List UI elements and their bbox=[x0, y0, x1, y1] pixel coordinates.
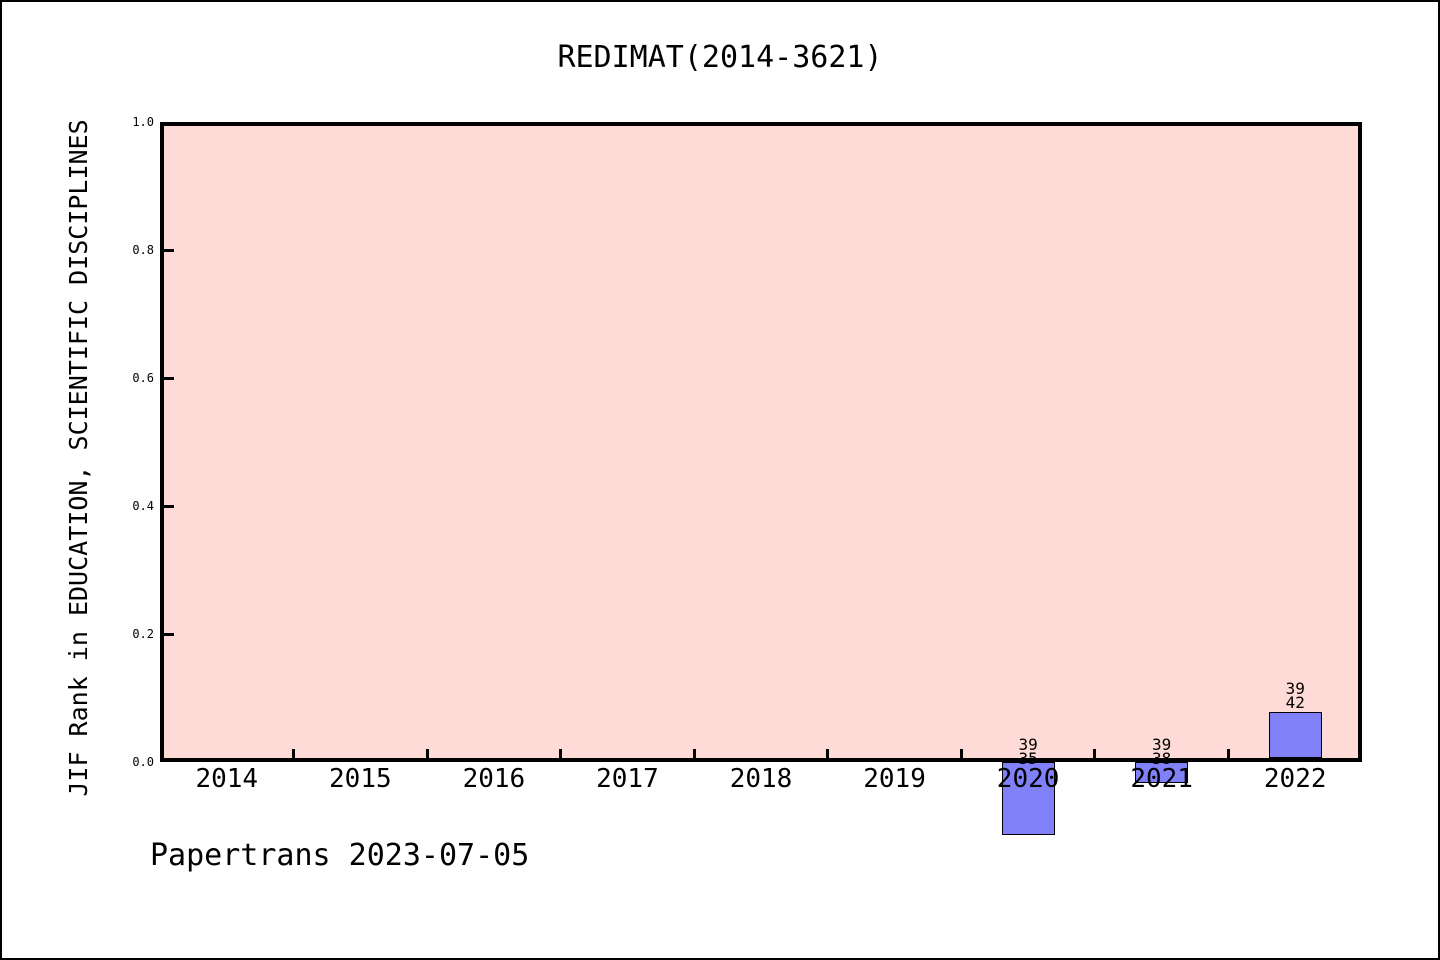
x-tick-label: 2020 bbox=[996, 764, 1060, 794]
bar bbox=[1135, 762, 1189, 784]
footer-text: Papertrans 2023-07-05 bbox=[150, 838, 530, 873]
x-tick-label: 2016 bbox=[462, 764, 526, 794]
x-tick-label: 2018 bbox=[729, 764, 793, 794]
y-tick-label: 0.8 bbox=[132, 243, 154, 257]
y-axis-label: JIF Rank in EDUCATION, SCIENTIFIC DISCIP… bbox=[64, 119, 93, 797]
x-tick-label: 2017 bbox=[596, 764, 659, 794]
bar-annotation-line: 42 bbox=[1285, 692, 1305, 712]
x-tick-label: 2021 bbox=[1130, 764, 1193, 794]
plot-area bbox=[160, 122, 1362, 762]
x-tick-mark bbox=[559, 749, 563, 758]
bar-annotation-line: 39 bbox=[1018, 735, 1038, 754]
bar-annotation-line: 35 bbox=[1018, 749, 1038, 768]
x-tick-label: 2014 bbox=[195, 764, 259, 794]
bar-annotation: 39 42 bbox=[1250, 678, 1340, 712]
bar-annotation: 39 35 bbox=[983, 735, 1073, 768]
chart-title: REDIMAT(2014-3621) bbox=[557, 40, 883, 75]
bar-annotation-line: 38 bbox=[1152, 749, 1172, 768]
x-tick-mark bbox=[959, 749, 963, 758]
x-tick-label: 2015 bbox=[329, 764, 392, 794]
y-tick-mark bbox=[164, 632, 174, 636]
y-tick-mark bbox=[164, 504, 174, 508]
x-tick-mark bbox=[292, 749, 296, 758]
y-tick-mark bbox=[164, 248, 174, 252]
x-tick-label: 2019 bbox=[863, 764, 926, 794]
bar-annotation-line: 39 bbox=[1285, 678, 1305, 698]
bar-annotation-line: 39 bbox=[1152, 735, 1172, 754]
x-tick-mark bbox=[1093, 749, 1097, 758]
y-tick-label: 0.2 bbox=[132, 627, 154, 641]
y-tick-label: 0.6 bbox=[132, 371, 154, 385]
x-tick-mark bbox=[1226, 749, 1230, 758]
y-tick-label: 1.0 bbox=[132, 115, 154, 129]
x-tick-mark bbox=[692, 749, 696, 758]
y-tick-label: 0.4 bbox=[132, 499, 154, 513]
x-tick-label: 2022 bbox=[1263, 764, 1327, 794]
bar bbox=[1268, 711, 1322, 758]
bar-annotation: 39 38 bbox=[1117, 735, 1207, 768]
y-tick-label: 0.0 bbox=[132, 755, 154, 769]
bar bbox=[1001, 762, 1055, 835]
x-tick-mark bbox=[425, 749, 429, 758]
x-tick-mark bbox=[826, 749, 830, 758]
y-tick-mark bbox=[164, 376, 174, 380]
